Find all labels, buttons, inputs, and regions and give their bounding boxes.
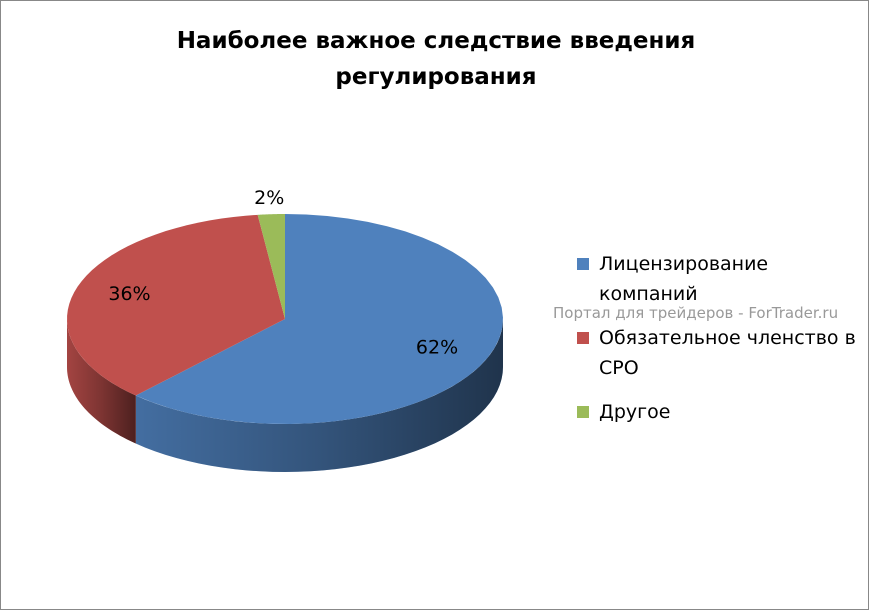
data-label: 62%: [416, 336, 458, 358]
legend-item: Обязательное членство в СРО: [577, 323, 867, 383]
legend-item: Лицензирование компаний: [577, 249, 867, 309]
pie-slice: [67, 214, 285, 396]
legend-label: Обязательное членство в СРО: [599, 327, 856, 379]
chart-title: Наиболее важное следствие введения регул…: [176, 28, 696, 90]
pie-slice: [135, 214, 503, 424]
legend-swatch: [577, 258, 589, 270]
watermark: Портал для трейдеров - ForTrader.ru: [553, 304, 839, 322]
data-label: 2%: [254, 187, 284, 209]
legend-label: Другое: [599, 401, 671, 423]
legend-swatch: [577, 332, 589, 344]
pie-side-shade: [135, 319, 503, 472]
pie-side-shade: [67, 319, 136, 444]
legend-item: Другое: [577, 397, 867, 427]
data-label: 36%: [108, 283, 150, 305]
legend-label: Лицензирование компаний: [599, 253, 769, 305]
legend-swatch: [577, 406, 589, 418]
legend: Лицензирование компаний Обязательное член…: [577, 249, 867, 441]
pie-slice: [257, 214, 285, 319]
